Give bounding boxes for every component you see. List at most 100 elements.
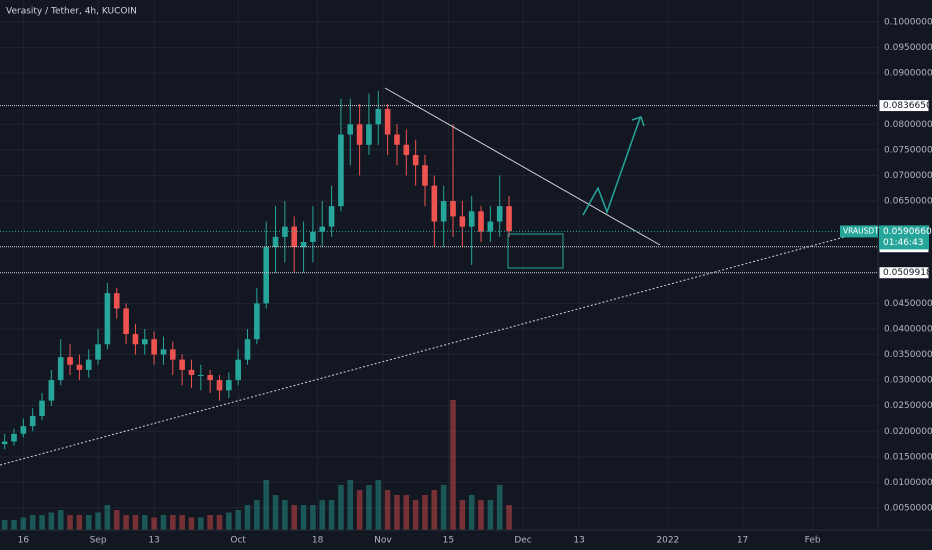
candle-body bbox=[67, 357, 73, 365]
candle-body bbox=[160, 349, 167, 355]
candle-body bbox=[57, 357, 64, 381]
candle-body bbox=[422, 165, 428, 186]
candle-body bbox=[496, 206, 503, 222]
candle-body bbox=[319, 226, 326, 232]
volume-bar bbox=[226, 512, 232, 530]
candle-body bbox=[254, 303, 260, 340]
candle-body bbox=[263, 247, 270, 304]
volume-bar bbox=[328, 500, 335, 530]
candle-body bbox=[1, 441, 8, 445]
candle-body bbox=[235, 359, 241, 381]
candle-body bbox=[487, 221, 494, 232]
volume-bar bbox=[123, 515, 129, 530]
candle-body bbox=[188, 369, 195, 375]
volume-bar bbox=[85, 515, 92, 530]
ascending-trendline bbox=[0, 227, 879, 466]
candle-body bbox=[272, 236, 279, 248]
candle-body bbox=[179, 359, 185, 370]
volume-bar bbox=[29, 515, 36, 530]
volume-bar bbox=[338, 485, 344, 530]
volume-bar bbox=[57, 510, 64, 530]
chart-title: Verasity / Tether, 4h, KUCOIN bbox=[6, 7, 137, 17]
candle-body bbox=[338, 134, 344, 207]
volume-bar bbox=[1, 520, 8, 530]
candle-body bbox=[132, 334, 139, 345]
candle-body bbox=[226, 380, 232, 391]
volume-bar bbox=[160, 515, 167, 530]
candle-body bbox=[347, 124, 354, 135]
candle-body bbox=[356, 124, 363, 145]
candle-body bbox=[468, 211, 475, 227]
x-tick-label: 17 bbox=[737, 536, 748, 546]
volume-bar bbox=[254, 500, 260, 530]
price-tag bbox=[878, 266, 930, 280]
volume-bar bbox=[39, 515, 45, 530]
volume-bar bbox=[347, 480, 354, 530]
volume-bar bbox=[263, 480, 270, 530]
arrow-head bbox=[631, 116, 645, 127]
volume-bar bbox=[207, 515, 213, 530]
volume-bar bbox=[113, 510, 120, 530]
candle-body bbox=[506, 206, 512, 232]
x-tick-label: 15 bbox=[443, 536, 454, 546]
candle-body bbox=[29, 415, 36, 427]
volume-bar bbox=[440, 485, 447, 530]
volume-bar bbox=[11, 520, 17, 530]
volume-bar bbox=[95, 512, 101, 530]
y-tick-label: 0.00500000 bbox=[884, 504, 932, 514]
candle-body bbox=[300, 241, 307, 248]
symbol-tag-label: VRAUSDT bbox=[843, 226, 879, 235]
countdown-label: 01:46:43 bbox=[883, 238, 923, 248]
candle-body bbox=[459, 216, 466, 227]
volume-pane bbox=[1, 400, 512, 530]
price-tag bbox=[878, 99, 930, 113]
volume-bar bbox=[478, 500, 484, 530]
x-tick-label: Dec bbox=[514, 536, 531, 546]
candle-body bbox=[244, 339, 251, 360]
candle-body bbox=[76, 364, 83, 370]
x-tick-label: Sep bbox=[90, 536, 107, 546]
volume-bar bbox=[235, 510, 241, 530]
range-box bbox=[507, 233, 564, 269]
grid bbox=[0, 0, 878, 530]
price-tag-label: 0.08366500 bbox=[883, 101, 932, 111]
candle-body bbox=[123, 308, 129, 335]
volume-bar bbox=[169, 515, 176, 530]
volume-bar bbox=[319, 500, 326, 530]
candle-body bbox=[169, 349, 176, 360]
volume-bar bbox=[132, 515, 139, 530]
candle-body bbox=[328, 206, 335, 227]
x-tick-label: Oct bbox=[230, 536, 246, 546]
candle-body bbox=[198, 374, 204, 376]
last-price-tag bbox=[879, 225, 929, 250]
volume-bar bbox=[282, 500, 288, 530]
volume-bar bbox=[394, 495, 400, 530]
volume-bar bbox=[506, 505, 512, 530]
candle-body bbox=[366, 124, 372, 145]
candle-body bbox=[450, 201, 456, 217]
volume-bar bbox=[104, 505, 111, 530]
volume-bar bbox=[67, 515, 73, 530]
volume-bar bbox=[431, 490, 438, 530]
volume-bar bbox=[468, 495, 475, 530]
candle-body bbox=[85, 359, 92, 370]
volume-bar bbox=[356, 490, 363, 530]
candle-body bbox=[113, 293, 120, 309]
volume-bar bbox=[188, 517, 195, 530]
x-tick-label: Nov bbox=[374, 536, 392, 546]
volume-bar bbox=[151, 517, 157, 530]
volume-bar bbox=[403, 495, 410, 530]
volume-bar bbox=[384, 490, 391, 530]
projection-arrow bbox=[582, 117, 641, 216]
